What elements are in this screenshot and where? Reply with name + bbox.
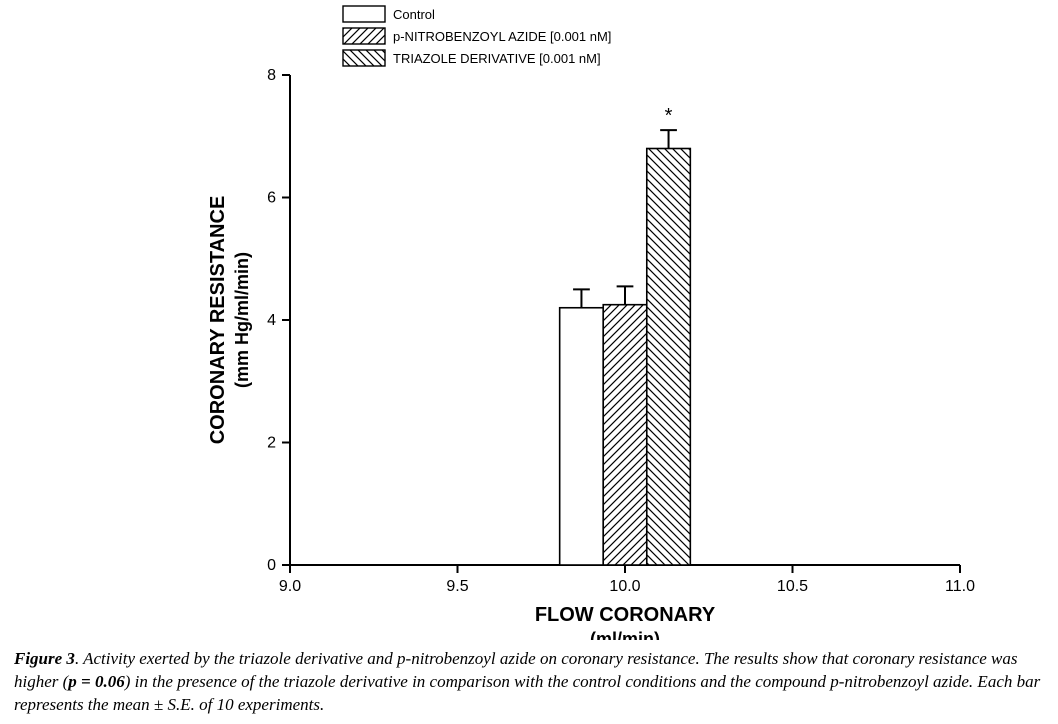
svg-text:FLOW CORONARY: FLOW CORONARY — [535, 604, 716, 626]
legend-swatch — [343, 28, 385, 44]
svg-text:10.5: 10.5 — [777, 578, 808, 595]
caption-text-2: ) in the presence of the triazole deriva… — [14, 672, 1040, 714]
page-root: { "chart": { "type": "bar", "plot": { "x… — [0, 0, 1058, 724]
svg-text:8: 8 — [267, 67, 276, 84]
svg-text:4: 4 — [267, 312, 276, 329]
legend-label: TRIAZOLE DERIVATIVE [0.001 nM] — [393, 51, 601, 66]
chart-container: 0 2 4 6 8 9.0 9.5 10.0 10.5 11.0 FLOW CORONARY (ml/… — [60, 0, 1000, 640]
bar-triazole-derivative — [647, 149, 691, 566]
svg-text:6: 6 — [267, 190, 276, 207]
bar-p-nitrobenzoyl-azide — [603, 305, 647, 565]
svg-text:9.0: 9.0 — [279, 578, 301, 595]
caption-lead: Figure 3 — [14, 649, 75, 668]
svg-text:10.0: 10.0 — [609, 578, 640, 595]
legend-label: Control — [393, 7, 435, 22]
caption-stat: p = 0.06 — [68, 672, 124, 691]
bar-control — [560, 308, 604, 565]
svg-text:0: 0 — [267, 557, 276, 574]
legend-swatch — [343, 6, 385, 22]
svg-text:11.0: 11.0 — [945, 578, 975, 595]
svg-text:2: 2 — [267, 435, 276, 452]
svg-text:(mm Hg/ml/min): (mm Hg/ml/min) — [232, 252, 252, 388]
bar-chart: 0 2 4 6 8 9.0 9.5 10.0 10.5 11.0 FLOW CORONARY (ml/… — [60, 0, 1000, 640]
legend-swatch — [343, 50, 385, 66]
figure-caption: Figure 3. Activity exerted by the triazo… — [0, 648, 1058, 717]
svg-text:CORONARY RESISTANCE: CORONARY RESISTANCE — [207, 196, 229, 445]
legend-label: p-NITROBENZOYL AZIDE [0.001 nM] — [393, 29, 611, 44]
svg-text:9.5: 9.5 — [446, 578, 468, 595]
significance-marker: * — [665, 105, 673, 127]
svg-text:(ml/min): (ml/min) — [590, 629, 660, 640]
